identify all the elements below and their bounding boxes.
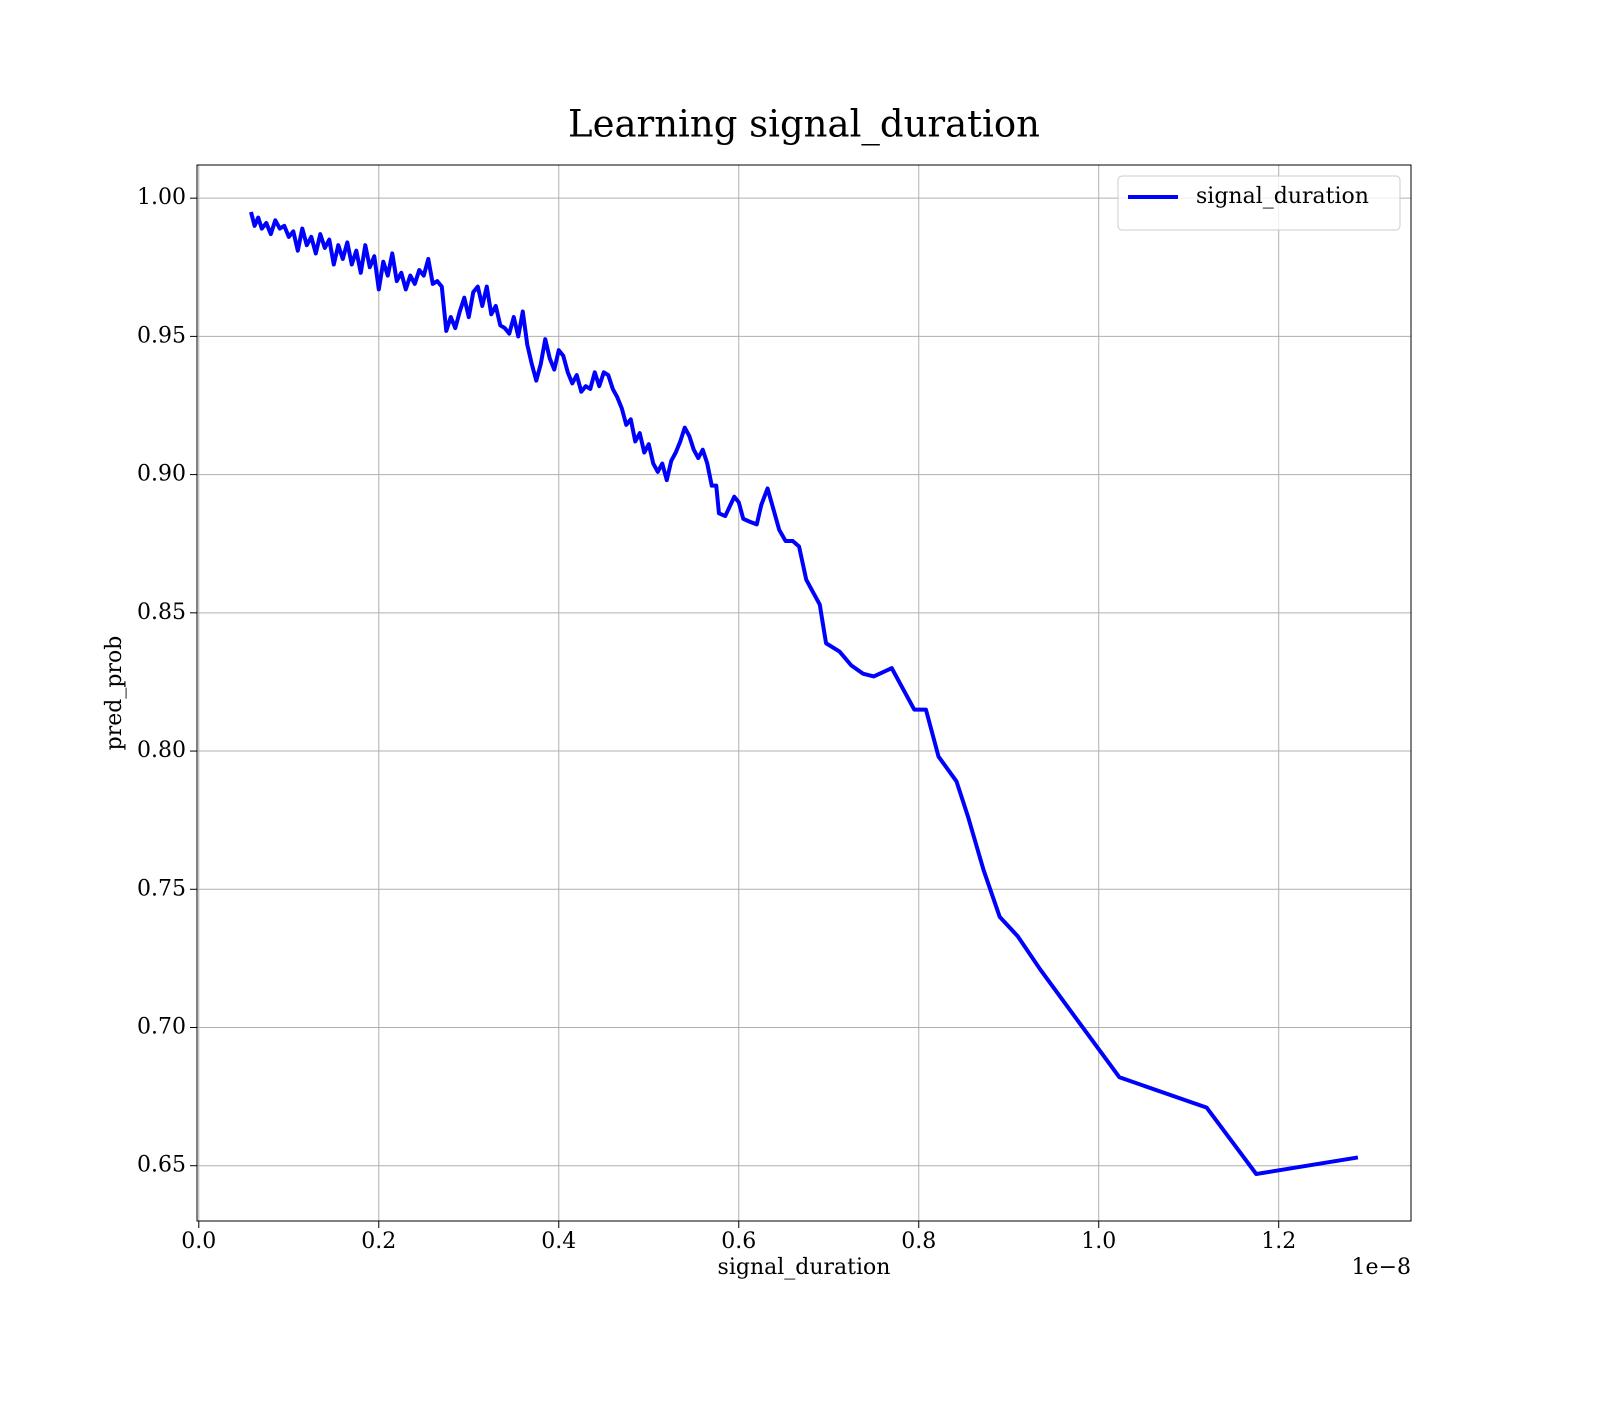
x-tick-label: 0.8 xyxy=(901,1229,936,1254)
x-tick-label: 0.2 xyxy=(361,1229,396,1254)
y-tick-label: 0.80 xyxy=(137,738,186,763)
y-tick-label: 0.85 xyxy=(137,600,186,625)
x-tick-label: 0.0 xyxy=(181,1229,216,1254)
y-tick-label: 0.75 xyxy=(137,876,186,901)
x-offset-label: 1e−8 xyxy=(1352,1255,1411,1280)
chart-title: Learning signal_duration xyxy=(568,103,1040,147)
legend-box xyxy=(1117,175,1401,231)
legend: signal_duration xyxy=(1117,175,1401,231)
y-tick-label: 0.65 xyxy=(137,1153,186,1178)
y-tick-label: 0.90 xyxy=(137,462,186,487)
x-tick-label: 0.6 xyxy=(721,1229,756,1254)
x-axis-label: signal_duration xyxy=(718,1255,891,1280)
x-tick-label: 1.2 xyxy=(1261,1229,1296,1254)
data-line xyxy=(249,211,1359,1177)
legend-label: signal_duration xyxy=(1196,184,1369,209)
y-axis-label: pred_prob xyxy=(102,636,127,751)
y-tick-label: 0.70 xyxy=(137,1014,186,1039)
x-tick-label: 0.4 xyxy=(541,1229,576,1254)
plot-frame xyxy=(196,164,1412,1222)
y-tick-label: 1.00 xyxy=(137,185,186,210)
x-tick-label: 1.0 xyxy=(1081,1229,1116,1254)
y-tick-label: 0.95 xyxy=(137,323,186,348)
